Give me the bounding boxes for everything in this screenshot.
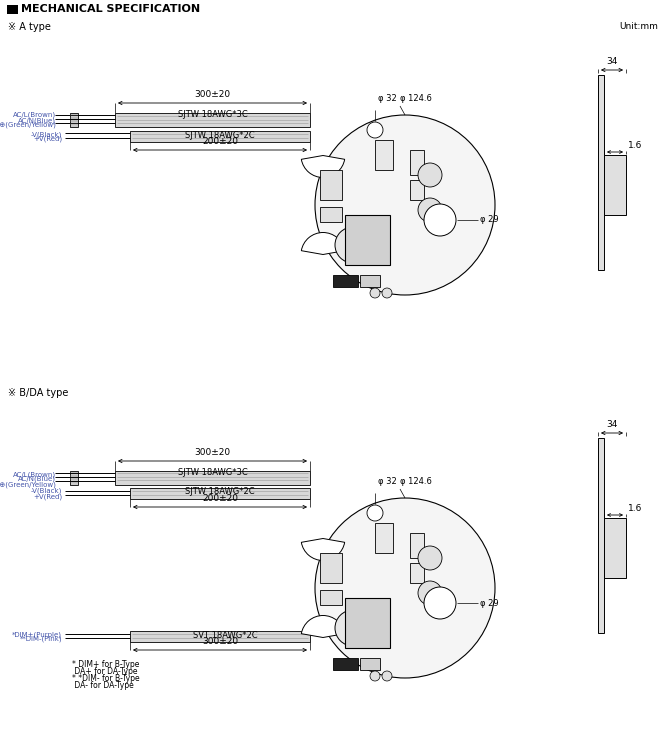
Circle shape: [382, 671, 392, 681]
Wedge shape: [302, 233, 344, 255]
Circle shape: [418, 198, 442, 222]
Bar: [345, 598, 390, 648]
Text: φ 32: φ 32: [378, 477, 397, 486]
Bar: [360, 275, 380, 287]
Text: FG⊕(Green/Yellow): FG⊕(Green/Yellow): [0, 122, 56, 129]
Bar: [375, 523, 393, 553]
Bar: [320, 590, 342, 605]
Text: 34: 34: [606, 420, 618, 429]
Circle shape: [424, 204, 456, 236]
Bar: [604, 155, 626, 215]
Bar: [360, 658, 380, 670]
Circle shape: [418, 581, 442, 605]
Bar: [598, 75, 604, 270]
Bar: [345, 215, 390, 265]
Text: φ 29: φ 29: [480, 598, 498, 607]
Text: SJTW 18AWG*3C: SJTW 18AWG*3C: [178, 468, 247, 477]
Circle shape: [382, 288, 392, 298]
Text: SJTW 18AWG*2C: SJTW 18AWG*2C: [185, 487, 255, 497]
Text: FG⊕(Green/Yellow): FG⊕(Green/Yellow): [0, 481, 56, 487]
Text: DA- for DA-Type: DA- for DA-Type: [72, 681, 134, 690]
Circle shape: [418, 163, 442, 187]
Text: -V(Black): -V(Black): [31, 488, 62, 495]
Text: 300±20: 300±20: [202, 637, 238, 646]
Text: Unit:mm: Unit:mm: [619, 22, 658, 31]
Text: +V(Red): +V(Red): [33, 136, 62, 143]
Text: φ 124.6: φ 124.6: [400, 477, 432, 486]
Bar: [115, 113, 310, 127]
Text: **DIM-(Pink): **DIM-(Pink): [19, 636, 62, 643]
Text: 1.6: 1.6: [628, 504, 643, 513]
Text: φ 32: φ 32: [378, 94, 397, 103]
Wedge shape: [302, 155, 344, 177]
Text: 1.6: 1.6: [628, 141, 643, 150]
Bar: [320, 553, 342, 583]
Circle shape: [370, 671, 380, 681]
Bar: [70, 471, 78, 485]
Circle shape: [315, 498, 495, 678]
Bar: [604, 518, 626, 578]
Bar: [333, 275, 358, 287]
Circle shape: [335, 610, 371, 646]
Text: +V(Red): +V(Red): [33, 493, 62, 500]
Text: * *DIM- for B-Type: * *DIM- for B-Type: [72, 674, 139, 683]
Text: AC/L(Brown): AC/L(Brown): [13, 471, 56, 478]
Text: DA+ for DA-Type: DA+ for DA-Type: [72, 667, 137, 676]
Text: SJTW 18AWG*3C: SJTW 18AWG*3C: [178, 110, 247, 119]
Bar: [70, 113, 78, 127]
Bar: [130, 488, 310, 499]
Text: ※ B/DA type: ※ B/DA type: [8, 388, 68, 398]
Bar: [410, 563, 424, 583]
Text: 200±20: 200±20: [202, 494, 238, 503]
Bar: [410, 150, 424, 175]
Circle shape: [335, 227, 371, 263]
Text: * DIM+ for B-Type: * DIM+ for B-Type: [72, 660, 139, 669]
Bar: [410, 533, 424, 558]
Wedge shape: [302, 539, 344, 561]
Circle shape: [424, 587, 456, 619]
Text: AC/N(Blue): AC/N(Blue): [18, 117, 56, 124]
Text: SJTW 18AWG*2C: SJTW 18AWG*2C: [185, 130, 255, 140]
Bar: [410, 180, 424, 200]
Circle shape: [367, 505, 383, 521]
Circle shape: [367, 122, 383, 138]
Circle shape: [418, 546, 442, 570]
Text: 200±20: 200±20: [202, 137, 238, 146]
Text: SVT 18AWG*2C: SVT 18AWG*2C: [193, 631, 257, 640]
Text: φ 29: φ 29: [480, 216, 498, 224]
Text: AC/N(Blue): AC/N(Blue): [18, 476, 56, 483]
Bar: [130, 131, 310, 142]
Bar: [115, 471, 310, 485]
Circle shape: [370, 288, 380, 298]
Text: ※ A type: ※ A type: [8, 22, 51, 32]
Text: MECHANICAL SPECIFICATION: MECHANICAL SPECIFICATION: [21, 4, 200, 15]
Text: φ 124.6: φ 124.6: [400, 94, 432, 103]
Bar: [375, 140, 393, 170]
Text: 300±20: 300±20: [194, 90, 230, 99]
Bar: [130, 631, 310, 642]
Text: *DIM+(Purple): *DIM+(Purple): [12, 631, 62, 637]
Wedge shape: [302, 615, 344, 637]
Text: 300±20: 300±20: [194, 448, 230, 457]
Bar: [598, 438, 604, 633]
Bar: [320, 207, 342, 222]
Text: 34: 34: [606, 57, 618, 66]
Bar: [7, 5, 18, 14]
Bar: [320, 170, 342, 200]
Text: AC/L(Brown): AC/L(Brown): [13, 112, 56, 118]
Text: -V(Black): -V(Black): [31, 131, 62, 138]
Circle shape: [315, 115, 495, 295]
Bar: [333, 658, 358, 670]
